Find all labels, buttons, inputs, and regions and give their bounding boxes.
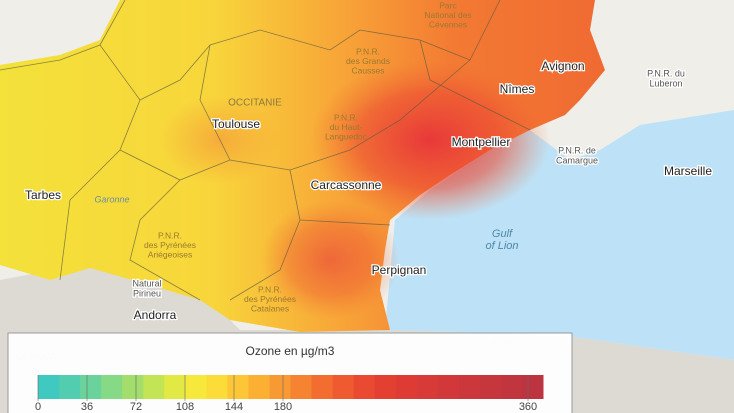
legend-swatch	[311, 375, 334, 399]
legend-swatch	[332, 375, 355, 399]
boundaries	[0, 0, 531, 301]
place-label: du Haut-	[330, 122, 363, 132]
legend-box	[7, 332, 573, 413]
legend-tick-label: 0	[35, 401, 41, 413]
legend-tick-label: 108	[176, 401, 194, 413]
place-label: P.N.R.	[258, 284, 282, 294]
place-label: Garonne	[94, 194, 129, 204]
legend-swatch	[437, 375, 460, 399]
ozone-south	[260, 200, 400, 320]
legend-swatch	[122, 375, 144, 399]
place-label: Catalanes	[251, 303, 289, 313]
legend-tick-label: 72	[130, 401, 142, 413]
place-label: P.N.R. de	[558, 145, 596, 155]
place-label: Andorra	[134, 308, 177, 322]
place-label: des Pyrénées	[244, 294, 296, 304]
legend-tick-label: 36	[81, 401, 93, 413]
legend-swatch	[353, 375, 376, 399]
place-label: OCCITANIE	[228, 98, 282, 109]
place-label: of Lion	[485, 240, 518, 252]
legend-swatch	[248, 375, 270, 399]
place-label: Languedoc	[325, 131, 368, 141]
legend-tick-label: 180	[274, 401, 292, 413]
legend-swatch	[458, 375, 481, 399]
place-label: Avignon	[541, 59, 584, 73]
legend-swatch	[227, 375, 249, 399]
ozone-peak	[310, 60, 550, 220]
legend-swatch	[269, 375, 291, 399]
legend-swatch	[416, 375, 439, 399]
place-label: Luberon	[649, 78, 682, 88]
legend-tick-label: 360	[519, 401, 537, 413]
place-label: Cévennes	[429, 19, 467, 29]
place-label: P.N.R.	[334, 112, 358, 122]
place-label: Pirineu	[133, 288, 161, 298]
place-label: P.N.R.	[158, 230, 182, 240]
place-label: Carcassonne	[311, 178, 382, 192]
legend-swatch	[38, 375, 60, 399]
place-label: des Pyrénées	[144, 240, 196, 250]
place-label: Camargue	[556, 155, 598, 165]
legend-swatch	[164, 375, 186, 399]
place-label: des Grands	[346, 56, 390, 66]
legend-swatch	[143, 375, 165, 399]
legend: Ozone en µg/m3 0 36 72 108 144 180 360	[7, 332, 573, 413]
legend-swatch	[500, 375, 523, 399]
place-label: Ariégeoises	[148, 249, 192, 259]
place-label: Nîmes	[500, 82, 535, 96]
legend-swatch	[185, 375, 207, 399]
place-label: Natural	[132, 278, 161, 288]
legend-swatch	[290, 375, 313, 399]
place-label: Marseille	[664, 164, 712, 178]
legend-swatch	[59, 375, 81, 399]
place-label: Causses	[351, 65, 384, 75]
legend-swatch	[395, 375, 418, 399]
place-label: P.N.R. du	[647, 68, 685, 78]
legend-swatch	[101, 375, 123, 399]
place-label: National des	[424, 10, 471, 20]
legend-swatch	[80, 375, 102, 399]
place-label: Montpellier	[452, 135, 511, 149]
legend-tick-label: 144	[225, 401, 243, 413]
place-label: Toulouse	[212, 117, 260, 131]
legend-title: Ozone en µg/m3	[246, 344, 335, 358]
place-label: Parc	[439, 0, 457, 10]
legend-swatch	[521, 375, 544, 399]
place-label: Tarbes	[25, 188, 61, 202]
legend-swatch	[206, 375, 228, 399]
place-label: Perpignan	[372, 263, 427, 277]
legend-swatch	[479, 375, 502, 399]
place-label: P.N.R.	[356, 46, 380, 56]
place-label: Gulf	[492, 228, 513, 240]
legend-swatch	[374, 375, 397, 399]
